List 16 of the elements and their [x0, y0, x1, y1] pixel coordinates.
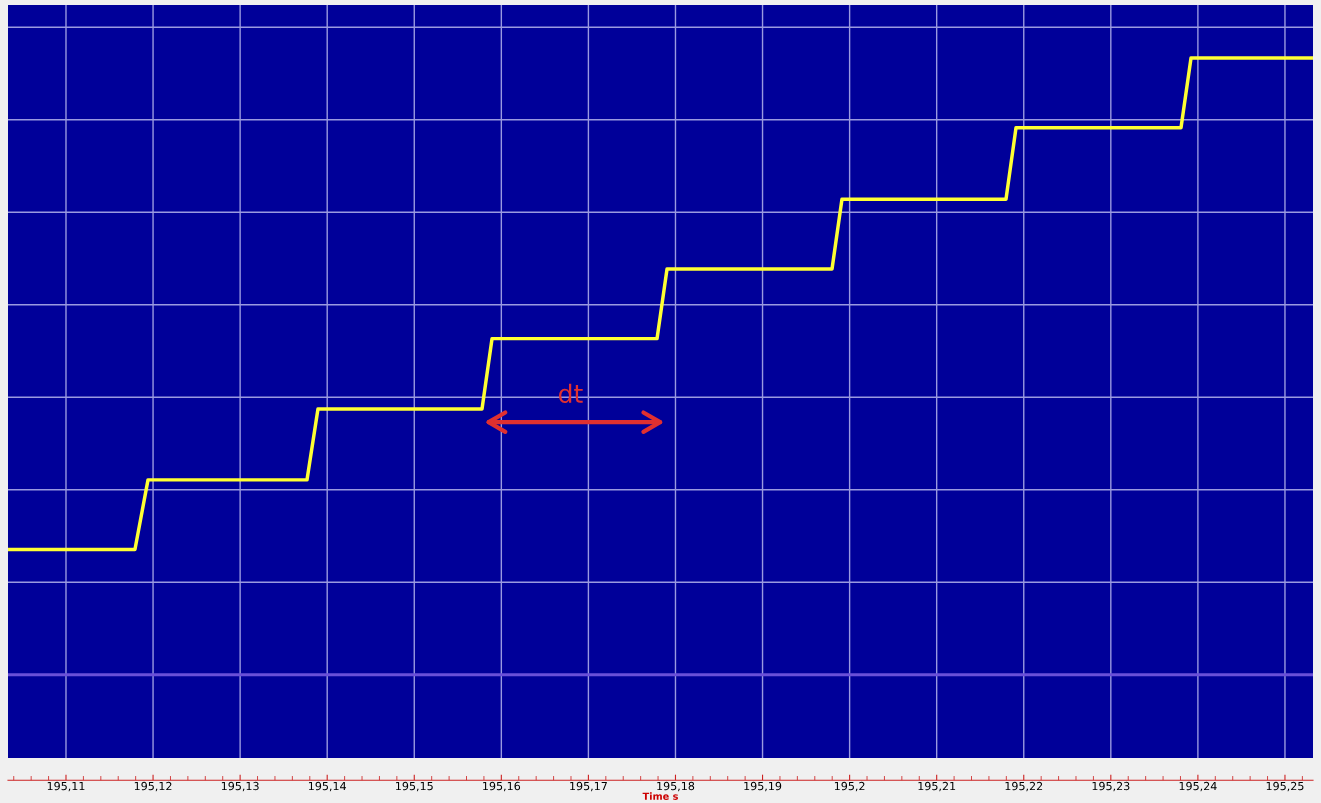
x-tick-label: 195,23 — [1092, 781, 1130, 792]
x-tick-label: 195,21 — [918, 781, 956, 792]
x-tick-label: 195,17 — [570, 781, 607, 792]
x-axis-title: Time s — [642, 792, 678, 800]
x-tick-label: 195,25 — [1266, 781, 1304, 792]
x-tick-label: 195,13 — [221, 781, 259, 792]
x-tick-label: 195,11 — [47, 781, 85, 792]
x-tick-label: 195,19 — [744, 781, 782, 792]
x-tick-label: 195,14 — [308, 781, 347, 792]
x-tick-label: 195,22 — [1005, 781, 1043, 792]
x-tick-label: 195,2 — [834, 781, 865, 792]
x-tick-label: 195,24 — [1179, 781, 1217, 792]
x-tick-label: 195,18 — [657, 781, 695, 792]
x-tick-label: 195,15 — [396, 781, 433, 792]
x-tick-label: 195,12 — [134, 781, 172, 792]
x-tick-label: 195,16 — [483, 781, 521, 792]
